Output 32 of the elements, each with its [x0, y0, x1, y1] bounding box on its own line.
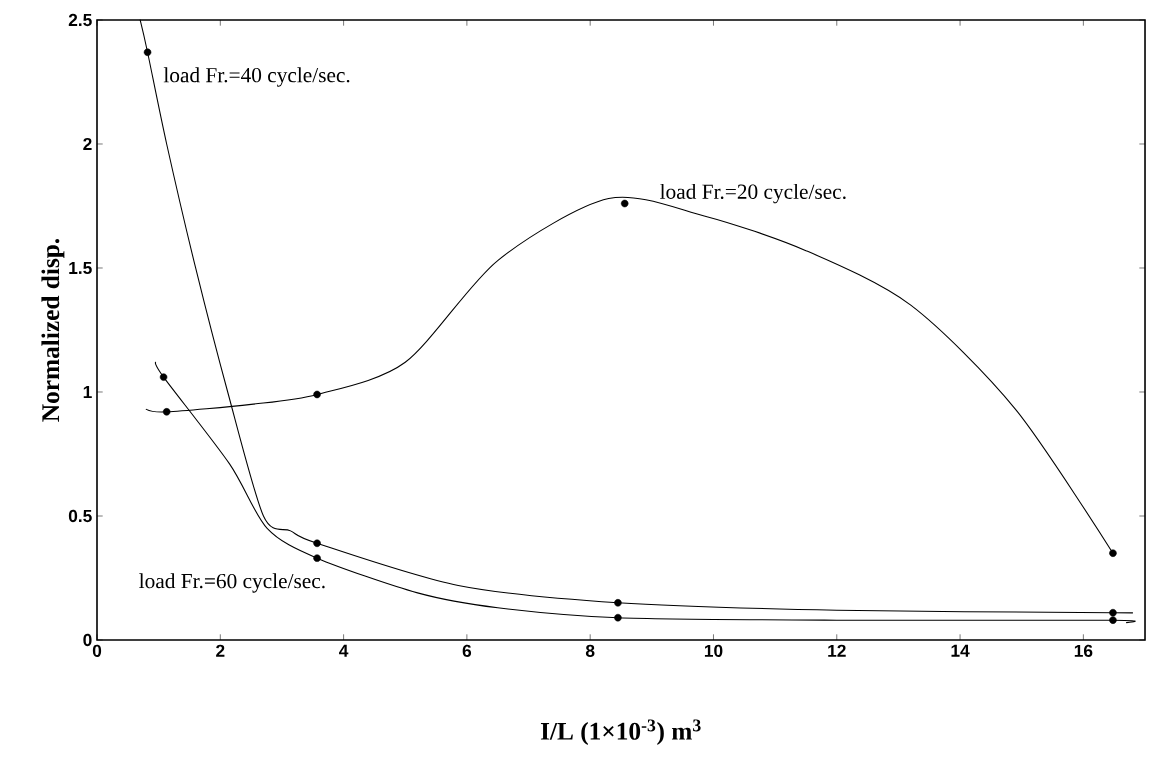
x-tick-label: 6 — [462, 644, 472, 657]
x-tick-label: 12 — [828, 644, 846, 657]
x-axis-title: I/L (1×10$^{-3}$) m$^{3}$ — [540, 719, 701, 745]
y-tick-label: 1.5 — [69, 261, 92, 275]
y-tick-label: 0.5 — [68, 509, 92, 523]
x-tick-label: 14 — [951, 644, 970, 657]
x-tick-label: 8 — [585, 644, 595, 657]
point — [313, 554, 321, 562]
x-tick-label: 4 — [339, 644, 349, 657]
annotation: load Fr.=40 cycle/sec. — [163, 67, 350, 87]
point — [614, 613, 622, 622]
point — [1109, 549, 1117, 557]
x-tick-label: 10 — [704, 644, 723, 657]
point — [614, 599, 622, 607]
y-axis-title: Normalized disp. — [41, 238, 65, 422]
point — [162, 408, 171, 416]
point — [313, 539, 321, 548]
point — [1109, 608, 1117, 617]
point — [159, 373, 168, 381]
y-tick-label: 2.5 — [68, 13, 92, 27]
point — [620, 199, 629, 208]
y-tick-label: 1 — [83, 386, 92, 398]
annotation: load Fr.=60 cycle/sec. — [139, 573, 325, 593]
annotation: load Fr.=20 cycle/sec. — [660, 183, 846, 204]
point — [143, 48, 152, 56]
y-tick-label: 2 — [83, 137, 92, 151]
point — [313, 390, 321, 399]
x-tick-label: 0 — [92, 644, 102, 657]
x-tick-label: 2 — [216, 644, 225, 657]
y-tick-label: 0 — [83, 633, 92, 647]
x-tick-label: 16 — [1074, 644, 1093, 657]
point — [1109, 616, 1117, 624]
